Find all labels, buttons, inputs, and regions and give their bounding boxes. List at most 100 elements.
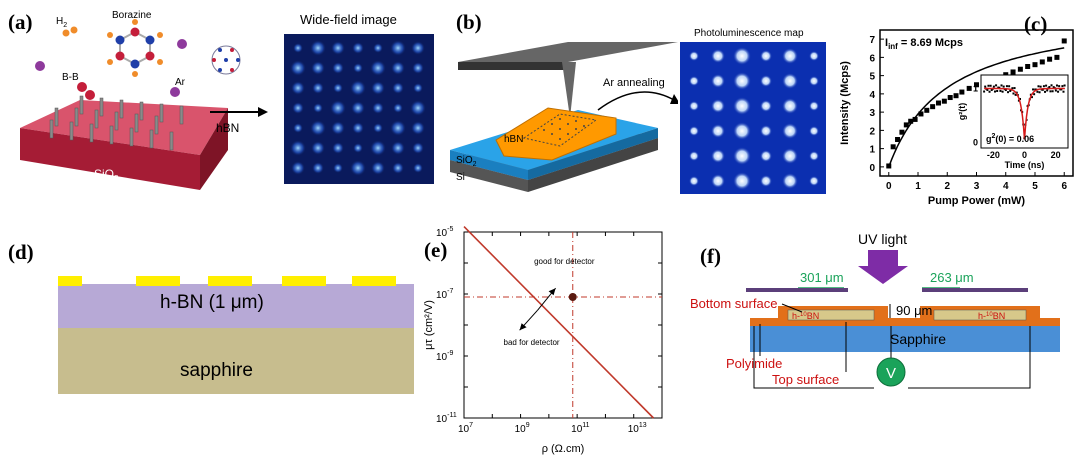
pl-spot <box>711 49 725 63</box>
sio2-layer-side <box>528 128 658 180</box>
emitter-spot <box>333 83 343 93</box>
pl-spot <box>733 172 751 190</box>
sio2-front-face <box>20 128 200 190</box>
pl-spot <box>809 151 819 161</box>
iinf-annotation: Iinf = 8.69 Mcps <box>885 37 963 51</box>
x-axis-label: Pump Power (mW) <box>928 195 1026 207</box>
data-point <box>966 85 972 91</box>
inset-y-tick-label: 0 <box>973 138 978 148</box>
inset-data-point <box>1059 88 1062 91</box>
inset-data-point <box>1058 85 1061 88</box>
emitter-spot <box>292 102 304 114</box>
voltmeter-label: V <box>886 365 896 382</box>
panel-b: (b) Ar annealing hBN SiO2 Si Photolumine… <box>448 0 828 200</box>
panel-b-label: (b) <box>456 10 482 34</box>
inset-data-point <box>1018 97 1021 100</box>
mask-right <box>922 288 1028 292</box>
x-tick-label: 4 <box>1003 181 1009 192</box>
emitter-spot <box>290 140 306 156</box>
si-front <box>450 160 528 192</box>
inset-data-point <box>1048 86 1051 89</box>
emitter-spot <box>350 160 366 176</box>
pl-spot <box>711 74 725 88</box>
inset-data-point <box>1046 89 1049 92</box>
sapphire-label: sapphire <box>180 360 253 381</box>
inset-x-axis-label: Time (ns) <box>1005 160 1045 170</box>
y-tick-label: 10-7 <box>436 288 453 301</box>
sio2-label: SiO2 <box>94 167 119 183</box>
afm-tip <box>562 62 576 118</box>
scan-points <box>543 118 585 140</box>
pl-spot <box>733 147 751 165</box>
sio2-side-face <box>200 108 228 190</box>
emitter-spot <box>390 120 406 136</box>
x-tick-label: 3 <box>974 181 980 192</box>
borazine-molecule <box>107 19 163 77</box>
pl-spot <box>760 50 772 62</box>
sapphire-layer <box>58 326 414 394</box>
hbn-right-label: h-10BN <box>978 311 1005 321</box>
emitter-spot <box>371 81 385 95</box>
data-point <box>895 137 901 142</box>
pl-spot <box>760 175 772 187</box>
pl-spot <box>809 101 819 111</box>
emitter-spot <box>391 61 405 75</box>
inset-data-point <box>992 85 995 88</box>
emitter-spot <box>310 120 326 136</box>
pl-spot <box>689 126 699 136</box>
emitter-spot <box>290 60 306 76</box>
inset-data-point <box>990 88 993 91</box>
emitter-spot <box>410 100 426 116</box>
pl-spot <box>689 76 699 86</box>
inset-data-point <box>1013 87 1016 90</box>
ar-atom <box>177 39 187 49</box>
emitter-spot <box>413 83 423 93</box>
emitter-spot <box>332 142 344 154</box>
scan-area <box>522 113 598 147</box>
emitter-spot <box>373 43 383 53</box>
pl-spot <box>782 173 798 189</box>
y-tick-label: 1 <box>869 145 875 156</box>
emitter-spot <box>390 40 406 56</box>
inset-data-point <box>1032 88 1035 91</box>
mask-left <box>746 288 848 292</box>
inset-data-point <box>1014 93 1017 96</box>
panel-e: (e) 107 109 1011 1013 10-5 10-7 10-9 10-11 ρ (Ω.… <box>420 222 670 464</box>
emitter-spot <box>393 103 403 113</box>
gap-left-label: 301 μm <box>800 270 844 285</box>
widefield-title: Wide-field image <box>300 12 397 27</box>
x-tick-label: 6 <box>1061 181 1067 192</box>
pl-spot <box>711 124 725 138</box>
hbn-flake <box>495 107 617 161</box>
inset-data-point <box>993 90 996 93</box>
panel-a-label: (a) <box>8 10 33 34</box>
emitter-spot <box>351 101 365 115</box>
pl-spot <box>782 73 798 89</box>
inset-data-point <box>1041 88 1044 91</box>
g2-zero-annotation: g2(0) = 0.06 <box>986 133 1034 144</box>
inset-data-point <box>1036 90 1039 93</box>
hbn-layer-label: h-BN (1 μm) <box>160 292 264 313</box>
emitter-spot <box>352 42 364 54</box>
sio2-layer-front <box>450 150 528 180</box>
ar-atom <box>35 61 45 71</box>
pl-spot <box>689 51 699 61</box>
contact-pad <box>58 276 82 286</box>
data-point <box>890 144 896 150</box>
emitter-spot <box>392 82 404 94</box>
panel-a-illustration: H2 Borazine B-B Ar SiO2 hBN <box>20 10 268 190</box>
panel-c: (c) 0 1 2 3 4 5 6 0 1 2 3 4 5 6 7 Pump Power (mW) Intens… <box>828 0 1080 216</box>
pl-spot <box>809 76 819 86</box>
good-detector-label: good for detector <box>534 257 595 266</box>
x-tick-label: 1011 <box>571 422 589 435</box>
panel-f-device-diagram: UV light 301 μm 263 μm h-10BN h-10BN Sap… <box>690 231 1060 389</box>
inset-data-point <box>1008 85 1011 88</box>
emitter-spot <box>332 62 344 74</box>
pl-spot <box>782 48 798 64</box>
pl-spot <box>689 151 699 161</box>
h2-molecule <box>62 26 78 37</box>
inset-data-point <box>1034 88 1037 91</box>
pl-spot <box>733 72 751 90</box>
pl-spot <box>809 176 819 186</box>
ar-atom <box>170 87 180 97</box>
